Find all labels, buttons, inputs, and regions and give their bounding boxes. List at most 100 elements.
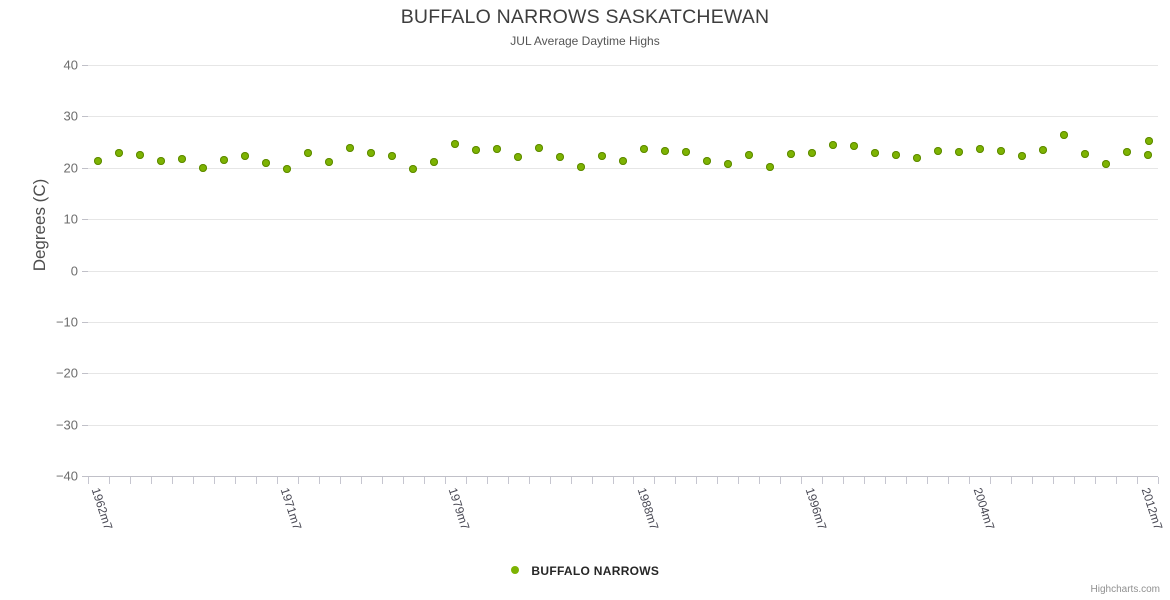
x-axis-tick-label: 1996m7 [802, 486, 830, 532]
data-point[interactable] [660, 146, 669, 155]
x-axis-tick [486, 477, 488, 484]
y-axis-tick [82, 424, 88, 426]
data-point[interactable] [681, 148, 690, 157]
x-axis-tick [1158, 477, 1159, 484]
data-point[interactable] [828, 141, 837, 150]
data-point[interactable] [241, 151, 250, 160]
x-axis-tick [423, 477, 425, 484]
y-axis-tick [82, 270, 88, 272]
x-axis-tick [1095, 477, 1097, 484]
y-axis-tick-label: −30 [55, 417, 78, 433]
x-axis-tick-label: 1971m7 [277, 486, 305, 532]
data-point[interactable] [283, 165, 292, 174]
y-axis-tick-label: 40 [63, 57, 78, 73]
data-point[interactable] [975, 145, 984, 154]
data-point[interactable] [912, 153, 921, 162]
x-axis-tick [885, 477, 887, 484]
data-point[interactable] [1101, 159, 1110, 168]
data-point[interactable] [136, 150, 145, 159]
data-point[interactable] [744, 150, 753, 159]
legend-item-buffalo-narrows[interactable]: BUFFALO NARROWS [510, 563, 660, 578]
data-point[interactable] [954, 147, 963, 156]
data-point[interactable] [556, 152, 565, 161]
data-point[interactable] [346, 143, 355, 152]
credits-link[interactable]: Highcharts.com [1090, 584, 1160, 595]
data-point[interactable] [199, 163, 208, 172]
data-point[interactable] [430, 158, 439, 167]
y-axis-tick [82, 373, 88, 375]
x-axis-tick [339, 477, 341, 484]
chart-title: BUFFALO NARROWS SASKATCHEWAN [400, 6, 770, 28]
data-point[interactable] [849, 141, 858, 150]
x-axis-tick [969, 477, 971, 484]
x-axis-tick [297, 477, 299, 484]
data-point[interactable] [262, 159, 271, 168]
data-point[interactable] [891, 151, 900, 160]
data-point[interactable] [702, 157, 711, 166]
x-axis-tick [759, 477, 761, 484]
chart-subtitle: JUL Average Daytime Highs [510, 34, 660, 48]
data-point[interactable] [157, 156, 166, 165]
x-axis-tick [402, 477, 404, 484]
data-point[interactable] [115, 149, 124, 158]
gridline [88, 424, 1158, 426]
data-point[interactable] [765, 163, 774, 172]
data-point[interactable] [1059, 131, 1068, 140]
data-point[interactable] [451, 140, 460, 149]
data-point[interactable] [1122, 147, 1131, 156]
y-axis-tick-label: 0 [70, 263, 78, 278]
data-point[interactable] [619, 156, 627, 165]
legend-marker-icon [510, 565, 519, 574]
x-axis-tick [213, 477, 215, 484]
data-point[interactable] [94, 156, 103, 165]
legend: BUFFALO NARROWS [0, 561, 1170, 579]
gridline [88, 116, 1158, 118]
data-point[interactable] [388, 152, 397, 161]
y-axis-tick-label: 20 [63, 160, 78, 176]
x-axis-tick [381, 477, 383, 484]
data-point[interactable] [472, 146, 481, 155]
x-axis-tick [801, 477, 803, 484]
gridline [88, 270, 1158, 272]
data-point[interactable] [1080, 149, 1089, 158]
x-axis-tick-label: 1988m7 [634, 486, 662, 532]
x-axis-tick [444, 477, 446, 484]
x-axis-tick [675, 477, 677, 484]
data-point[interactable] [535, 144, 544, 153]
x-axis-tick [654, 477, 656, 484]
gridline [88, 373, 1158, 375]
x-axis-tick [843, 477, 845, 484]
data-point[interactable] [723, 160, 732, 169]
data-point[interactable] [807, 149, 816, 158]
data-point[interactable] [409, 164, 418, 173]
x-axis-tick [318, 477, 320, 484]
legend-item-label: BUFFALO NARROWS [531, 563, 660, 578]
data-point[interactable] [514, 153, 523, 162]
data-point[interactable] [786, 149, 795, 158]
data-point[interactable] [996, 146, 1005, 155]
data-point[interactable] [1145, 137, 1153, 146]
data-point[interactable] [1143, 150, 1152, 159]
x-axis-tick [150, 477, 152, 484]
x-axis-line [88, 476, 1158, 477]
data-point[interactable] [220, 156, 229, 165]
x-axis-tick [528, 477, 530, 484]
data-point[interactable] [577, 162, 586, 171]
x-axis-tick [1116, 477, 1118, 484]
gridline [88, 65, 1158, 66]
x-axis-tick [234, 477, 236, 484]
data-point[interactable] [304, 149, 313, 158]
data-point[interactable] [639, 144, 648, 153]
x-axis-tick [717, 477, 719, 484]
data-point[interactable] [870, 149, 879, 158]
data-point[interactable] [598, 152, 607, 161]
data-point[interactable] [493, 145, 502, 154]
data-point[interactable] [367, 148, 376, 157]
data-point[interactable] [325, 158, 334, 167]
data-point[interactable] [1017, 152, 1026, 161]
data-point[interactable] [1038, 146, 1047, 155]
data-point[interactable] [178, 155, 187, 164]
data-point[interactable] [933, 147, 942, 156]
x-axis-tick [129, 477, 131, 484]
